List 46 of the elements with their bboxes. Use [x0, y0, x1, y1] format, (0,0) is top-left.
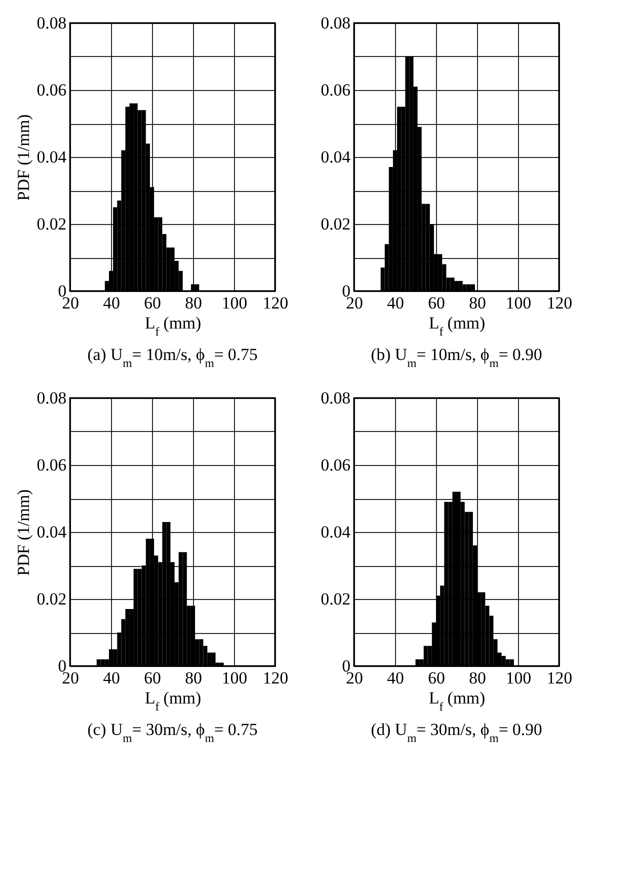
- x-tick-label: 40: [387, 668, 404, 688]
- y-tick-label: 0.04: [320, 522, 351, 542]
- x-tick-label: 120: [546, 294, 572, 312]
- y-tick-label: 0.08: [320, 14, 350, 32]
- y-tick-label: 0.04: [36, 148, 67, 166]
- y-tick-label: 0.04: [320, 148, 351, 166]
- text: (b) U$_{m}$= 10m/s, ϕ$_{m}$= 0.90: [370, 345, 542, 370]
- x-axis-title: L$_{f}$ (mm): [428, 688, 486, 714]
- y-axis-title: PDF (1/mm): [14, 489, 33, 576]
- text: (a) U$_{m}$= 10m/s, ϕ$_{m}$= 0.75: [87, 345, 258, 370]
- x-axis-title: L$_{f}$ (mm): [144, 688, 202, 714]
- text: (c) U$_{m}$= 30m/s, ϕ$_{m}$= 0.75: [87, 720, 258, 745]
- x-tick-label: 80: [469, 668, 486, 688]
- x-tick-label: 120: [262, 668, 288, 688]
- x-tick-label: 40: [103, 294, 120, 312]
- x-tick-label: 100: [222, 294, 248, 312]
- x-tick-label: 100: [222, 668, 248, 688]
- y-tick-label: 0.08: [36, 14, 66, 32]
- x-tick-label: 40: [103, 668, 120, 688]
- y-axis-title: PDF (1/mm): [14, 114, 33, 201]
- y-tick-label: 0.08: [320, 388, 350, 408]
- y-tick-label: 0.06: [320, 456, 350, 474]
- y-tick-label: 0.06: [36, 456, 66, 474]
- y-tick-label: 0.02: [320, 214, 350, 234]
- x-tick-label: 100: [506, 294, 532, 312]
- x-axis-title: L$_{f}$ (mm): [144, 314, 202, 338]
- x-tick-label: 80: [469, 294, 486, 312]
- y-tick-label: 0.02: [320, 590, 350, 608]
- y-tick-label: 0.02: [36, 590, 66, 608]
- y-tick-label: 0.04: [36, 522, 67, 542]
- x-tick-label: 60: [144, 294, 161, 312]
- text: (d) U$_{m}$= 30m/s, ϕ$_{m}$= 0.90: [370, 720, 542, 745]
- y-tick-label: 0.08: [36, 388, 66, 408]
- y-tick-label: 0.06: [36, 80, 66, 100]
- x-tick-label: 60: [428, 668, 445, 688]
- y-tick-label: 0.06: [320, 80, 350, 100]
- x-tick-label: 40: [387, 294, 404, 312]
- x-tick-label: 100: [506, 668, 532, 688]
- x-tick-label: 80: [185, 294, 202, 312]
- x-tick-label: 120: [546, 668, 572, 688]
- x-tick-label: 60: [144, 668, 161, 688]
- x-axis-title: L$_{f}$ (mm): [428, 314, 486, 338]
- y-tick-label: 0.02: [36, 214, 66, 234]
- x-tick-label: 80: [185, 668, 202, 688]
- x-tick-label: 60: [428, 294, 445, 312]
- x-tick-label: 120: [262, 294, 288, 312]
